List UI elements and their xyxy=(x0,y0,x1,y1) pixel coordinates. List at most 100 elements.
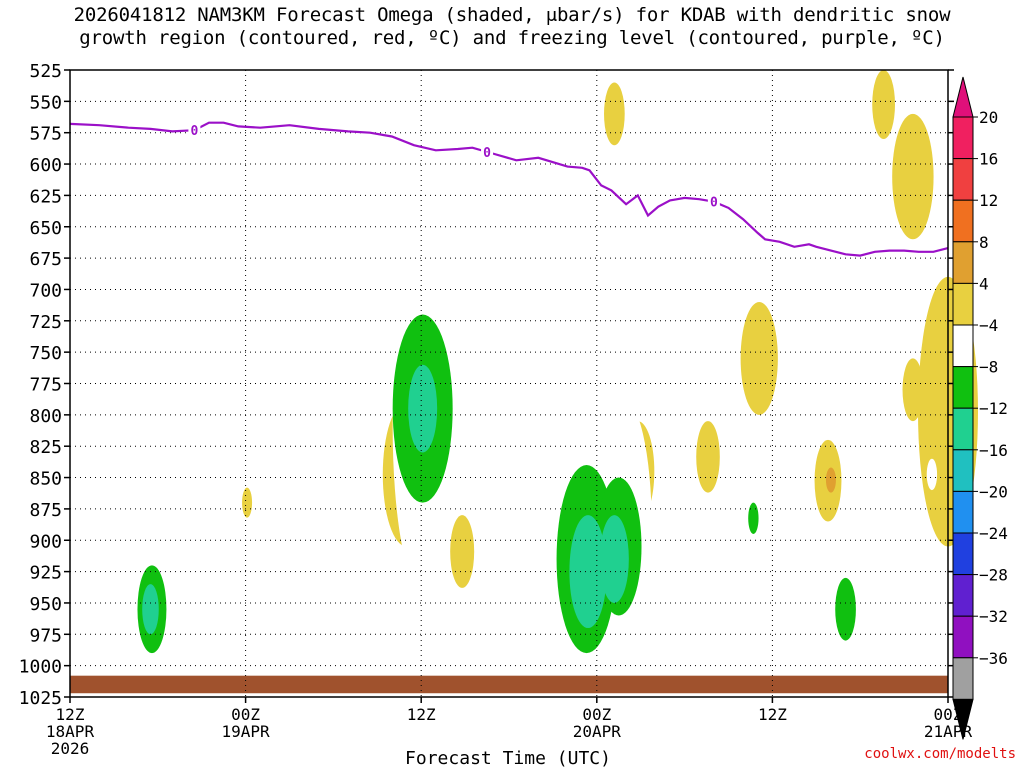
omega-region xyxy=(926,458,938,491)
x-tick-label: 20APR xyxy=(573,722,622,741)
omega-region xyxy=(748,502,759,534)
grid-lines xyxy=(70,69,948,698)
credit-link[interactable]: coolwx.com/modelts xyxy=(864,746,1016,762)
omega-region xyxy=(569,515,607,629)
omega-region xyxy=(408,364,438,453)
freezing-level-label: 0 xyxy=(710,196,718,211)
plot-frame xyxy=(69,69,949,698)
y-tick-label: 775 xyxy=(29,375,62,396)
omega-region xyxy=(825,467,836,493)
colorbar-label: 4 xyxy=(979,274,989,293)
freezing-level-label: 0 xyxy=(190,124,198,139)
omega-region xyxy=(748,70,809,277)
chart-title-line-1: 2026041812 NAM3KM Forecast Omega (shaded… xyxy=(73,4,951,26)
omega-region xyxy=(450,515,475,588)
colorbar-swatch xyxy=(952,490,974,534)
freezing-level-contour: 0 0 0 xyxy=(69,121,949,257)
x-tick-label: 12Z xyxy=(407,705,436,724)
colorbar-swatch xyxy=(952,282,974,326)
y-tick-label: 675 xyxy=(29,249,62,270)
colorbar-swatch xyxy=(952,657,974,700)
y-tick-label: 650 xyxy=(29,218,62,239)
omega-region xyxy=(242,487,253,518)
omega-region xyxy=(872,70,895,139)
omega-region xyxy=(835,577,856,641)
y-tick-label: 875 xyxy=(29,500,62,521)
y-tick-label: 925 xyxy=(29,563,62,584)
omega-region xyxy=(875,565,909,666)
colorbar-swatch xyxy=(952,199,974,243)
colorbar-label: 12 xyxy=(979,191,998,210)
omega-region xyxy=(892,113,934,240)
x-tick-label: 18APR xyxy=(46,722,95,741)
colorbar: 20 16 12 8 4 −4 −8 −12 −16 −20 −24 −28 −32 −36 xyxy=(952,76,1008,740)
chart-title-line-2: growth region (contoured, red, ºC) and f… xyxy=(79,27,945,49)
omega-region xyxy=(696,421,720,493)
x-tick-label: 19APR xyxy=(222,722,271,741)
freezing-level-label: 0 xyxy=(483,146,491,161)
colorbar-label: 16 xyxy=(979,150,998,169)
colorbar-swatch xyxy=(952,574,974,617)
y-tick-label: 625 xyxy=(29,186,62,207)
colorbar-label: −12 xyxy=(979,399,1008,418)
y-tick-label: 900 xyxy=(29,531,62,552)
surface-band xyxy=(70,675,948,694)
y-tick-label: 975 xyxy=(29,625,62,646)
omega-region xyxy=(229,339,251,403)
freezing-level-label-bg xyxy=(481,143,494,160)
omega-region xyxy=(142,584,159,635)
omega-region xyxy=(693,126,708,171)
y-tick-label: 550 xyxy=(29,92,62,113)
colorbar-swatch xyxy=(952,449,974,492)
y-tick-label: 1025 xyxy=(19,688,62,709)
colorbar-label: −36 xyxy=(979,649,1008,668)
colorbar-label: −20 xyxy=(979,482,1008,501)
colorbar-swatch xyxy=(952,241,974,284)
x-tick-label: 12Z xyxy=(758,705,787,724)
omega-region xyxy=(604,82,625,146)
omega-region xyxy=(664,596,682,647)
colorbar-label: −8 xyxy=(979,358,998,377)
omega-region xyxy=(599,515,629,603)
colorbar-swatch xyxy=(952,615,974,659)
chart-title: 2026041812 NAM3KM Forecast Omega (shaded… xyxy=(0,4,1024,50)
y-tick-label: 750 xyxy=(29,343,62,364)
y-tick-label: 700 xyxy=(29,280,62,301)
x-tick-label: 00Z xyxy=(582,705,611,724)
colorbar-swatch xyxy=(952,366,974,409)
freezing-level-line xyxy=(69,121,949,257)
omega-region xyxy=(670,414,694,484)
colorbar-swatch xyxy=(952,158,974,201)
x-tick-label: 12Z xyxy=(56,705,85,724)
colorbar-label: −4 xyxy=(979,316,998,335)
colorbar-label: −28 xyxy=(979,566,1008,585)
colorbar-label: 8 xyxy=(979,233,989,252)
surface-terrain xyxy=(70,675,948,694)
colorbar-bottom-arrow xyxy=(952,698,974,740)
y-tick-label: 600 xyxy=(29,155,62,176)
y-axis: 525 550 575 600 625 650 675 700 725 750 775 800 825 8… xyxy=(19,61,954,709)
colorbar-top-arrow xyxy=(952,76,974,118)
omega-shading xyxy=(130,70,978,666)
omega-region xyxy=(740,301,778,415)
freezing-level-label-bg xyxy=(707,193,720,210)
y-tick-label: 725 xyxy=(29,312,62,333)
colorbar-swatch xyxy=(952,116,974,160)
x-tick-label: 2026 xyxy=(51,739,90,758)
plot-border xyxy=(69,69,949,698)
colorbar-label: −16 xyxy=(979,441,1008,460)
colorbar-swatch xyxy=(952,407,974,451)
colorbar-swatch xyxy=(952,324,974,368)
colorbar-swatch xyxy=(952,532,974,576)
x-tick-label: 00Z xyxy=(231,705,260,724)
x-axis-label: Forecast Time (UTC) xyxy=(405,748,611,768)
y-tick-label: 825 xyxy=(29,437,62,458)
y-tick-label: 575 xyxy=(29,124,62,145)
omega-region xyxy=(717,490,776,666)
y-tick-label: 800 xyxy=(29,406,62,427)
freezing-level-label-bg xyxy=(188,122,201,139)
y-tick-label: 1000 xyxy=(19,657,62,678)
colorbar-label: −24 xyxy=(979,524,1008,543)
